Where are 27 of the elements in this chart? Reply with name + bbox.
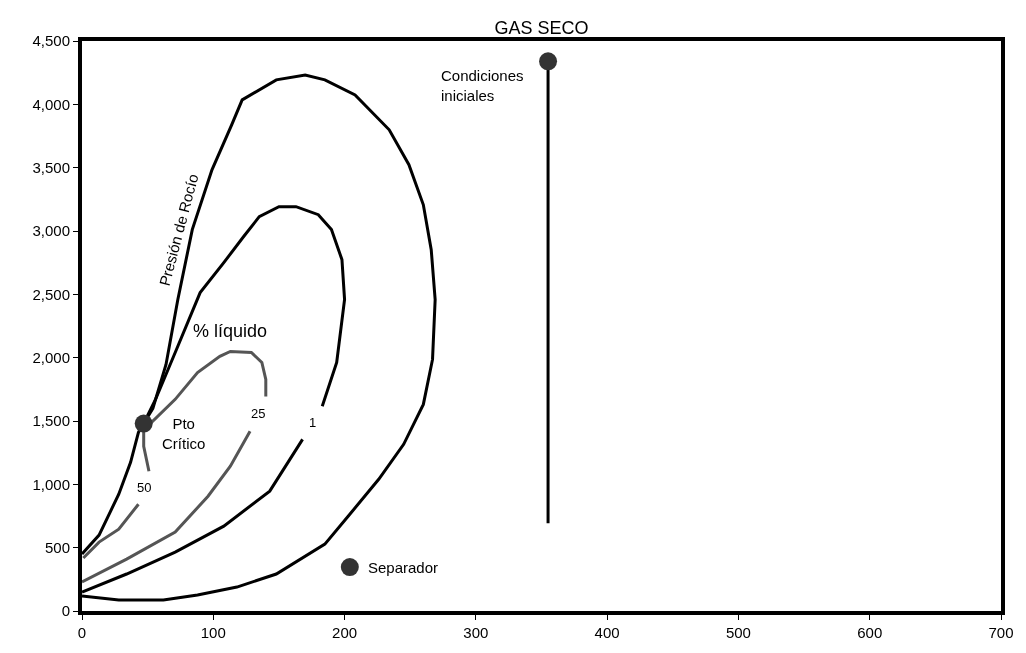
y-tick-label: 0 — [61, 602, 70, 620]
annotation: % líquido — [193, 321, 268, 341]
x-tick-label: 600 — [857, 624, 883, 641]
x-tick-label: 400 — [594, 624, 620, 641]
x-tick-label: 0 — [77, 624, 87, 641]
annotation: Separador — [368, 559, 439, 576]
y-tick-label: 2,000 — [32, 348, 70, 366]
y-tick-label: 1,000 — [32, 475, 70, 493]
y-tick-label: 3,500 — [32, 158, 70, 176]
annotation: 25 — [251, 406, 266, 421]
annotation: 1 — [309, 415, 317, 430]
x-tick-label: 500 — [725, 624, 751, 641]
chart-title: GAS SECO — [494, 18, 589, 39]
y-tick-label: 2,500 — [32, 285, 70, 303]
x-tick-label: 700 — [988, 624, 1014, 641]
annotation: Condiciones iniciales — [441, 67, 524, 104]
x-tick-label: 200 — [332, 624, 358, 641]
y-tick-label: 3,000 — [32, 222, 70, 240]
annotation: Pto Crítico — [162, 415, 206, 452]
x-tick-label: 100 — [200, 624, 226, 641]
y-tick-label: 4,000 — [32, 95, 70, 113]
y-tick-label: 1,500 — [32, 412, 70, 430]
text: Presión de Rocío — [155, 171, 202, 288]
x-tick-label: 300 — [463, 624, 489, 641]
y-tick-label: 4,500 — [32, 32, 70, 50]
y-tick-label: 500 — [44, 538, 70, 556]
annotation: 50 — [137, 480, 152, 495]
